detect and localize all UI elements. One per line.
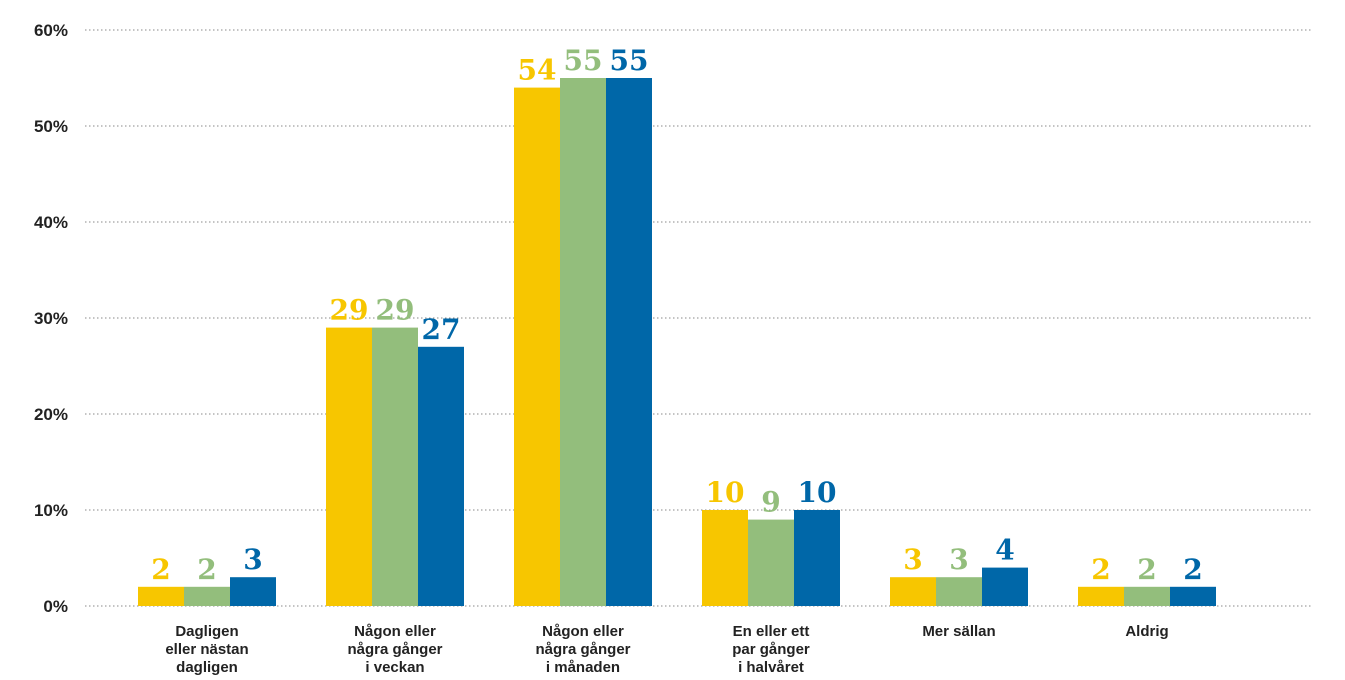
bar-value-label: 2	[1091, 553, 1110, 586]
bar	[514, 87, 560, 607]
bar	[702, 510, 748, 606]
y-tick-label: 0%	[43, 597, 68, 616]
x-category-label: Mer sällan	[922, 623, 995, 640]
y-tick-label: 10%	[34, 501, 68, 520]
bar-value-label: 9	[761, 486, 780, 519]
bar-value-label: 3	[949, 543, 968, 576]
x-category-label: En eller ett	[733, 623, 810, 640]
y-tick-label: 40%	[34, 213, 68, 232]
bar	[418, 346, 464, 606]
bar	[794, 510, 840, 606]
x-category-label: i månaden	[546, 659, 620, 676]
bar-value-label: 3	[903, 543, 922, 576]
y-tick-label: 60%	[34, 21, 68, 40]
x-category-label: i halvåret	[738, 659, 804, 676]
x-category-label: Aldrig	[1125, 623, 1168, 640]
x-category-label: Någon eller	[354, 623, 436, 640]
bar	[748, 519, 794, 606]
y-tick-label: 30%	[34, 309, 68, 328]
x-category-label: eller nästan	[165, 641, 248, 658]
bar	[606, 78, 652, 606]
bar	[890, 577, 936, 606]
bar-value-label: 3	[243, 543, 262, 576]
y-tick-label: 50%	[34, 117, 68, 136]
x-category-label: par gånger	[732, 641, 810, 658]
x-category-label: dagligen	[176, 659, 238, 676]
x-category-label: några gånger	[347, 641, 442, 658]
x-category-label: Någon eller	[542, 623, 624, 640]
bar	[1170, 586, 1216, 606]
bar-value-label: 54	[518, 54, 557, 87]
bar-value-label: 2	[1183, 553, 1202, 586]
y-axis-ticks: 0% 10% 20% 30% 40% 50% 60%	[34, 21, 68, 616]
bar	[1078, 586, 1124, 606]
bar	[982, 567, 1028, 606]
bar-value-label: 27	[422, 313, 461, 346]
bar	[372, 327, 418, 606]
bar	[230, 577, 276, 606]
bar-value-label: 2	[1137, 553, 1156, 586]
bar-value-label: 10	[798, 476, 837, 509]
bar-value-label: 10	[706, 476, 745, 509]
bar-value-label: 2	[197, 553, 216, 586]
gridlines	[85, 29, 1313, 607]
bar-value-label: 4	[995, 534, 1014, 567]
bar	[184, 586, 230, 606]
bar-value-label: 2	[151, 553, 170, 586]
bar	[936, 577, 982, 606]
x-category-label: några gånger	[535, 641, 630, 658]
bar-value-label: 29	[330, 294, 369, 327]
x-category-label: i veckan	[365, 659, 424, 676]
bar-value-label: 55	[564, 44, 603, 77]
bar	[326, 327, 372, 606]
bar	[1124, 586, 1170, 606]
bar-value-label: 29	[376, 294, 415, 327]
bar	[560, 78, 606, 606]
bar-value-label: 55	[610, 44, 649, 77]
bar	[138, 586, 184, 606]
bars	[138, 78, 1216, 607]
x-category-label: Dagligen	[175, 623, 238, 640]
y-tick-label: 20%	[34, 405, 68, 424]
